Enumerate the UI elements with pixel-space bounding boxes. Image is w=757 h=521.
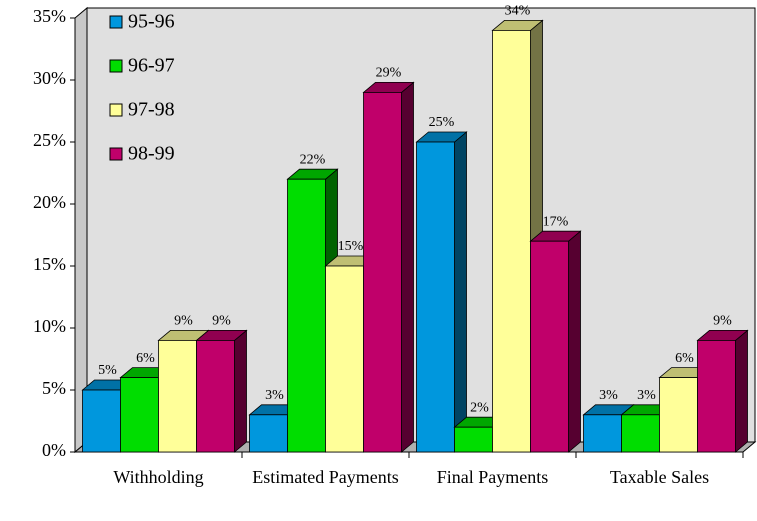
data-label: 25%: [429, 115, 455, 130]
legend-swatch: [109, 59, 123, 73]
legend-label: 98-99: [128, 143, 175, 165]
data-label: 6%: [136, 351, 155, 366]
y-tick-label: 20%: [33, 192, 66, 212]
bar-side: [735, 329, 748, 453]
data-label: 34%: [505, 4, 531, 19]
data-label: 17%: [543, 214, 569, 229]
legend-label: 97-98: [128, 99, 175, 121]
bar-side: [454, 131, 467, 453]
legend-swatch: [109, 103, 123, 117]
bar: [325, 265, 364, 453]
bar: [287, 178, 326, 453]
legend-swatch: [109, 147, 123, 161]
x-tick-label: Taxable Sales: [609, 467, 710, 487]
data-label: 9%: [174, 314, 193, 329]
data-label: 2%: [470, 400, 489, 415]
data-label: 3%: [599, 388, 618, 403]
bar: [530, 240, 569, 453]
bar-side: [568, 230, 581, 453]
bar: [120, 377, 159, 453]
bar: [416, 141, 455, 453]
bar: [621, 414, 660, 453]
y-tick-label: 25%: [33, 130, 66, 150]
y-tick-label: 5%: [42, 378, 66, 398]
data-label: 29%: [376, 66, 402, 81]
data-label: 15%: [338, 239, 364, 254]
side-wall: [74, 6, 88, 454]
y-tick-label: 0%: [42, 440, 66, 460]
bar: [363, 92, 402, 453]
legend-swatch: [109, 15, 123, 29]
bar: [249, 414, 288, 453]
data-label: 6%: [675, 351, 694, 366]
data-label: 9%: [713, 314, 732, 329]
data-label: 22%: [300, 152, 326, 167]
data-label: 3%: [637, 388, 656, 403]
y-tick-label: 35%: [33, 6, 66, 26]
bar-side: [234, 329, 247, 453]
y-tick-label: 10%: [33, 316, 66, 336]
bar: [82, 389, 121, 453]
x-tick-label: Final Payments: [436, 467, 549, 487]
data-label: 5%: [98, 363, 117, 378]
legend-label: 95-96: [128, 11, 175, 33]
bar: [158, 339, 197, 453]
y-tick-label: 15%: [33, 254, 66, 274]
bar-side: [401, 81, 414, 453]
bar: [492, 29, 531, 453]
x-tick-label: Estimated Payments: [252, 467, 399, 487]
bar: [454, 426, 493, 453]
data-label: 3%: [265, 388, 284, 403]
y-tick-label: 30%: [33, 68, 66, 88]
bar: [583, 414, 622, 453]
bar: [659, 377, 698, 453]
data-label: 9%: [212, 314, 231, 329]
x-tick-label: Withholding: [113, 467, 204, 487]
bar: [697, 339, 736, 453]
legend-label: 96-97: [128, 55, 175, 77]
bar: [196, 339, 235, 453]
